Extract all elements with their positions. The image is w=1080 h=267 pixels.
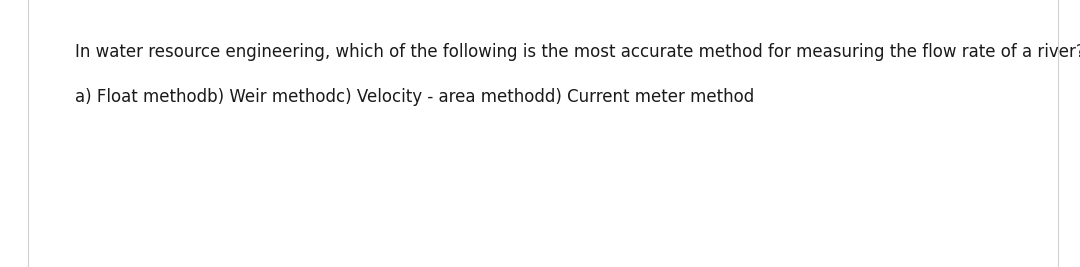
Text: a) Float methodb) Weir methodc) Velocity - area methodd) Current meter method: a) Float methodb) Weir methodc) Velocity… xyxy=(75,88,754,106)
Text: In water resource engineering, which of the following is the most accurate metho: In water resource engineering, which of … xyxy=(75,43,1080,61)
